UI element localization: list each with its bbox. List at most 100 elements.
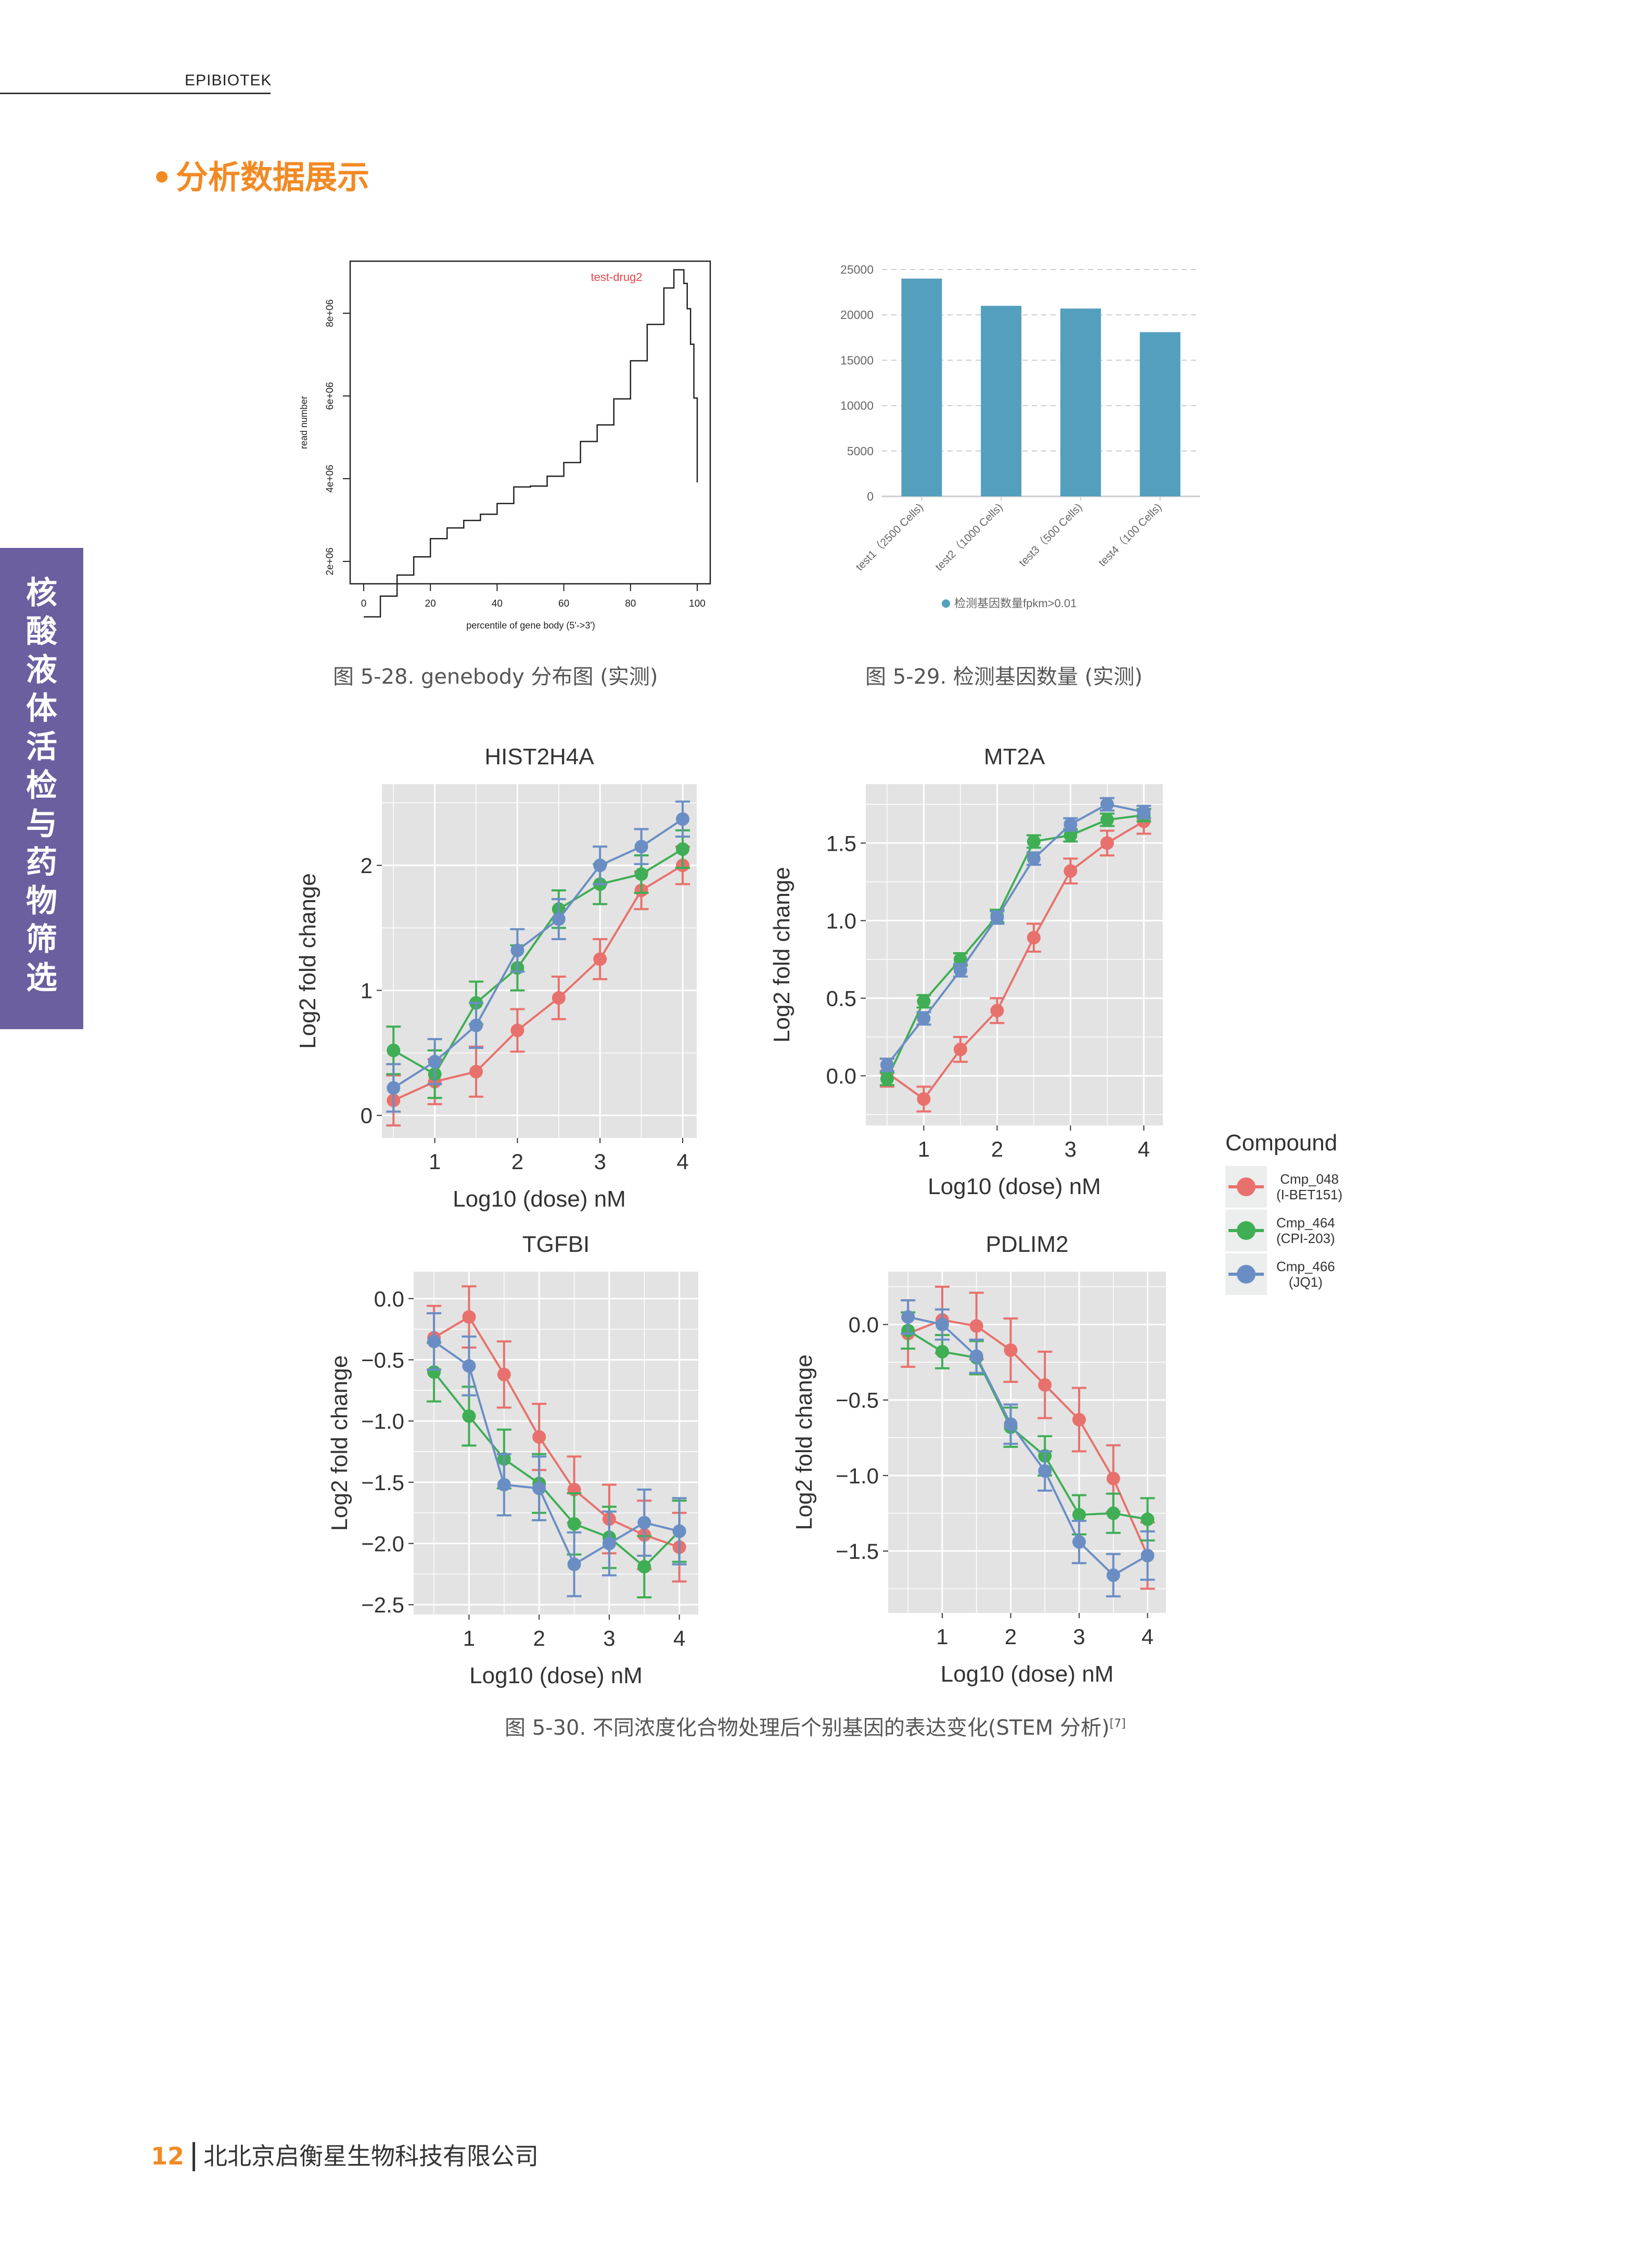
- genebody-x-tick-label: 20: [425, 598, 436, 609]
- data-point: [428, 1055, 442, 1069]
- gene-count-y-tick-label: 20000: [840, 308, 874, 322]
- gene-count-x-tick-label: test4（100 Cells): [1096, 501, 1164, 569]
- genebody-chart: test-drug2 0 20 40 60 80 100 2e+06 4e+06 6e+06 8…: [299, 260, 711, 631]
- panel-title: PDLIM2: [986, 1232, 1069, 1257]
- legend-title: Compound: [1225, 1130, 1338, 1156]
- legend-label: Cmp_464 (CPI-203): [1276, 1215, 1335, 1246]
- y-tick-label: 0.5: [826, 986, 856, 1010]
- genebody-curve: [364, 269, 698, 618]
- genebody-x-axis: 0 20 40 60 80 100: [361, 584, 706, 609]
- y-tick-label: 1.0: [826, 908, 856, 933]
- figure-caption-5-30-text: 图 5-30. 不同浓度化合物处理后个别基因的表达变化(STEM 分析): [505, 1716, 1110, 1740]
- data-point: [953, 1042, 967, 1056]
- x-axis-label: Log10 (dose) nM: [928, 1174, 1101, 1199]
- data-point: [880, 1072, 894, 1086]
- data-point: [935, 1344, 949, 1359]
- gene-count-chart: 0 5000 10000 15000 20000 25000 test1（2500 Cel…: [840, 263, 1200, 610]
- y-tick-label: −2.0: [361, 1531, 404, 1556]
- data-point: [1100, 797, 1114, 811]
- series-2: [901, 1299, 1155, 1598]
- y-tick-label: −1.0: [361, 1409, 404, 1433]
- series-line: [907, 1316, 1148, 1577]
- sidebar-char: 药: [26, 844, 57, 881]
- x-axis-label: Log10 (dose) nM: [453, 1186, 626, 1212]
- data-point: [1064, 864, 1078, 878]
- legend-label-line2: (JQ1): [1288, 1274, 1323, 1290]
- data-point: [676, 812, 690, 826]
- data-point: [637, 1560, 651, 1574]
- genebody-plot-frame: [349, 260, 711, 585]
- data-point: [990, 911, 1004, 925]
- data-point: [462, 1409, 476, 1423]
- x-tick-label: 4: [1142, 1624, 1154, 1649]
- brand-name: EPIBIOTEK: [185, 72, 272, 89]
- series-line: [393, 818, 684, 1089]
- x-tick-label: 2: [991, 1137, 1003, 1161]
- legend-label: Cmp_466 (JQ1): [1276, 1259, 1335, 1290]
- data-point: [1137, 805, 1151, 819]
- x-tick-label: 3: [603, 1626, 615, 1650]
- sidebar-char: 选: [26, 960, 57, 996]
- chapter-sidebar: 核酸液体活检与药物筛选: [0, 548, 83, 1029]
- figure-caption-5-28: 图 5-28. genebody 分布图 (实测): [333, 665, 658, 689]
- genebody-x-tick-label: 40: [492, 598, 503, 609]
- gene-count-x-tick-label: test2（1000 Cells): [933, 501, 1005, 573]
- y-tick-label: 1: [361, 978, 373, 1003]
- y-tick-label: 2: [361, 853, 373, 878]
- x-tick-label: 3: [1065, 1137, 1077, 1161]
- series-2: [386, 800, 690, 1113]
- x-tick-label: 1: [463, 1626, 475, 1650]
- y-tick-label: −1.5: [361, 1470, 404, 1495]
- data-point: [1100, 813, 1114, 827]
- data-point: [1027, 852, 1041, 866]
- gene-count-legend-label: 检测基因数量fpkm>0.01: [954, 597, 1077, 610]
- data-point: [676, 842, 690, 856]
- genebody-x-tick-label: 0: [361, 598, 367, 609]
- gene-count-bar: [1139, 332, 1181, 496]
- panel-title: TGFBI: [522, 1232, 590, 1257]
- data-point: [969, 1349, 983, 1363]
- data-point: [969, 1319, 983, 1333]
- x-tick-label: 3: [594, 1149, 606, 1174]
- data-point: [917, 1092, 931, 1106]
- figure-caption-5-29: 图 5-29. 检测基因数量 (实测): [865, 665, 1143, 689]
- gene-count-y-tick-label: 5000: [847, 444, 874, 458]
- data-point: [593, 859, 607, 873]
- data-point: [917, 994, 931, 1008]
- data-point: [497, 1478, 511, 1492]
- legend-label-line1: Cmp_048: [1280, 1171, 1339, 1187]
- data-point: [510, 943, 524, 957]
- data-point: [990, 1004, 1004, 1018]
- genebody-y-tick-label: 6e+06: [325, 382, 336, 409]
- data-point: [497, 1367, 511, 1381]
- gene-count-x-tick-label: test1（2500 Cells): [853, 501, 925, 573]
- gene-count-x-tick-label: test3（500 Cells): [1017, 501, 1084, 569]
- series-line: [393, 864, 684, 1101]
- legend-label: Cmp_048 (I-BET151): [1276, 1171, 1342, 1202]
- data-point: [567, 1517, 581, 1531]
- data-point: [427, 1335, 441, 1349]
- y-tick-label: 0.0: [849, 1313, 879, 1337]
- gene-count-legend-marker: [942, 599, 950, 608]
- legend-label-line2: (I-BET151): [1276, 1187, 1343, 1202]
- data-point: [1100, 836, 1114, 850]
- data-point: [552, 912, 566, 926]
- header-divider: [0, 93, 271, 94]
- gene-count-y-tick-label: 25000: [840, 263, 874, 276]
- gene-count-bar: [901, 278, 942, 496]
- y-tick-label: −1.0: [836, 1464, 879, 1488]
- reference-link[interactable]: [7]: [1109, 1717, 1126, 1731]
- data-point: [634, 867, 648, 881]
- data-point: [1072, 1508, 1086, 1522]
- genebody-y-tick-label: 4e+06: [325, 465, 336, 492]
- gene-count-y-tick-label: 10000: [840, 399, 874, 413]
- x-tick-label: 3: [1073, 1624, 1085, 1649]
- y-axis-label: Log2 fold change: [791, 1354, 817, 1530]
- data-point: [672, 1524, 686, 1538]
- series-2: [879, 797, 1151, 1072]
- data-point: [469, 1018, 483, 1032]
- x-tick-label: 1: [936, 1624, 948, 1649]
- legend-item: Cmp_048 (I-BET151): [1225, 1165, 1361, 1208]
- data-point: [1072, 1535, 1086, 1549]
- plot-background: [414, 1272, 698, 1615]
